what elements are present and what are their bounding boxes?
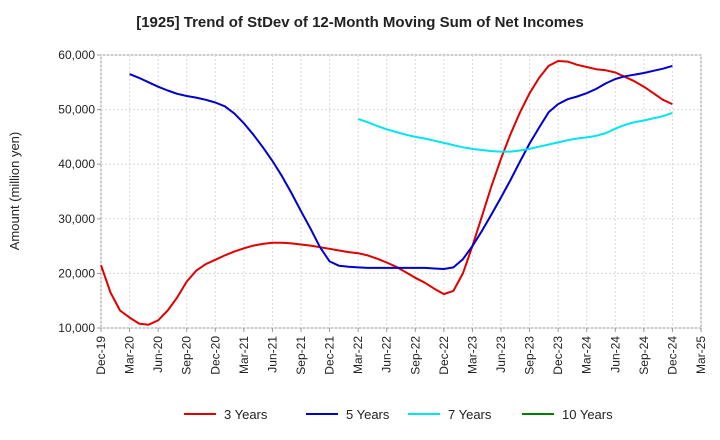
legend-label-7-years: 7 Years <box>448 407 492 422</box>
x-tick-label: Jun-20 <box>151 336 165 373</box>
y-tick-label: 10,000 <box>58 321 95 335</box>
y-tick-label: 30,000 <box>58 212 95 226</box>
x-tick-label: Mar-20 <box>123 336 137 374</box>
x-tick-label: Sep-21 <box>294 336 308 375</box>
x-tick-label: Dec-22 <box>437 336 451 375</box>
x-tick-label: Mar-22 <box>351 336 365 374</box>
series-line-3-years <box>100 60 673 326</box>
x-axis-ticks: Dec-19 Mar-20 Jun-20 Sep-20 Dec-20 Mar-21 Jun-… <box>94 328 708 375</box>
x-tick-label: Mar-24 <box>580 336 594 374</box>
x-tick-label: Mar-23 <box>465 336 479 374</box>
series-lines <box>100 60 673 326</box>
x-tick-label: Sep-20 <box>180 336 194 375</box>
chart-title: [1925] Trend of StDev of 12-Month Moving… <box>136 14 584 31</box>
x-tick-label: Jun-22 <box>380 336 394 373</box>
x-tick-label: Sep-23 <box>523 336 537 375</box>
y-tick-label: 40,000 <box>58 157 95 171</box>
x-tick-label: Sep-22 <box>408 336 422 375</box>
y-axis-ticks: 10,000 20,000 30,000 40,000 50,000 60,000 <box>58 48 101 335</box>
y-tick-label: 20,000 <box>58 266 95 280</box>
x-tick-label: Jun-24 <box>608 336 622 373</box>
x-tick-label: Dec-23 <box>551 336 565 375</box>
x-tick-label: Dec-24 <box>665 336 679 375</box>
x-tick-label: Jun-23 <box>494 336 508 373</box>
legend-label-10-years: 10 Years <box>562 407 613 422</box>
grid-lines <box>100 54 702 329</box>
x-tick-label: Dec-20 <box>208 336 222 375</box>
x-tick-label: Mar-25 <box>694 336 708 374</box>
legend-label-5-years: 5 Years <box>346 407 390 422</box>
legend-label-3-years: 3 Years <box>224 407 268 422</box>
x-tick-label: Jun-21 <box>265 336 279 373</box>
y-tick-label: 60,000 <box>58 48 95 62</box>
series-line-7-years <box>357 111 673 153</box>
x-tick-label: Dec-19 <box>94 336 108 375</box>
series-line-5-years <box>129 64 673 270</box>
legend: 3 Years 5 Years 7 Years 10 Years <box>184 407 613 422</box>
x-tick-label: Mar-21 <box>237 336 251 374</box>
y-axis-title: Amount (million yen) <box>7 132 22 251</box>
x-tick-label: Dec-21 <box>323 336 337 375</box>
y-tick-label: 50,000 <box>58 103 95 117</box>
x-tick-label: Sep-24 <box>637 336 651 375</box>
